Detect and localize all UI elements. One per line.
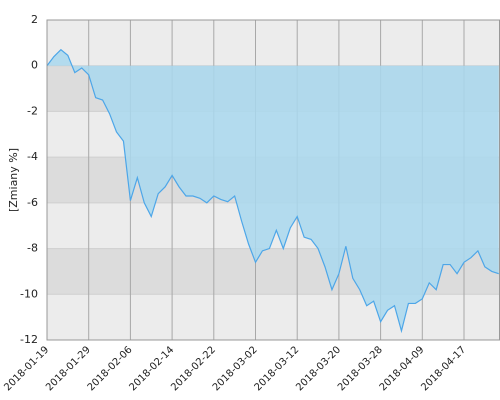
y-axis-label: [Zmiany %] <box>7 148 20 212</box>
band <box>47 20 500 66</box>
y-tick-label: -8 <box>27 242 38 255</box>
x-tick-label: 2018-04-17 <box>419 344 468 393</box>
y-tick-label: -12 <box>20 333 38 346</box>
band <box>47 294 500 340</box>
y-tick-label: -6 <box>27 196 38 209</box>
line <box>46 48 499 334</box>
y-tick-label: 2 <box>31 13 38 26</box>
area <box>47 49 499 331</box>
y-tick-label: -4 <box>27 150 38 163</box>
y-tick-label: -2 <box>27 104 38 117</box>
y-tick-label: 0 <box>31 59 38 72</box>
y-tick-label: -10 <box>20 287 38 300</box>
